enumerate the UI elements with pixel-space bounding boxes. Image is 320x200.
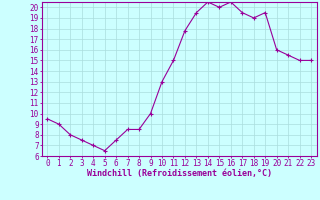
X-axis label: Windchill (Refroidissement éolien,°C): Windchill (Refroidissement éolien,°C) [87,169,272,178]
